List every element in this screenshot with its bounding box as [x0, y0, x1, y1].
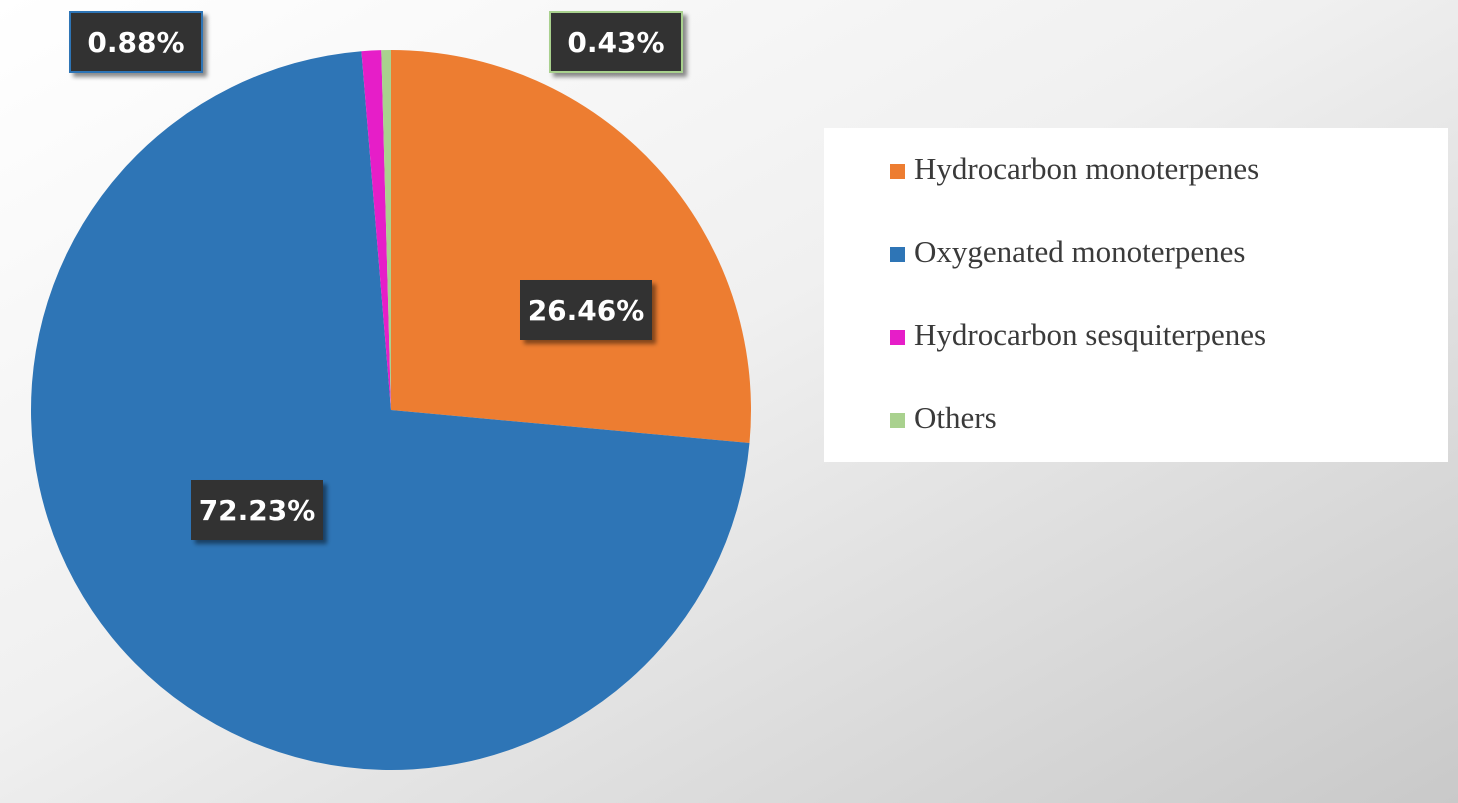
legend-marker: [890, 247, 905, 262]
legend: Hydrocarbon monoterpenes Oxygenated monot…: [890, 151, 1266, 435]
legend-marker: [890, 413, 905, 428]
legend-label: Others: [914, 400, 997, 435]
data-label: 0.43%: [549, 11, 683, 73]
data-label-text: 0.88%: [87, 26, 184, 59]
data-label-box: [549, 11, 683, 73]
slice: [361, 50, 391, 411]
legend-label: Hydrocarbon sesquiterpenes: [914, 317, 1266, 352]
slice: [381, 50, 391, 410]
legend-marker: [890, 164, 905, 179]
data-label: 0.88%: [69, 11, 203, 73]
data-label-text: 72.23%: [199, 494, 316, 527]
data-label-box: [191, 480, 323, 540]
legend-box: [824, 128, 1448, 462]
data-label-text: 26.46%: [528, 294, 645, 327]
slice: [31, 51, 750, 770]
legend-marker: [890, 330, 905, 345]
data-label: 72.23%: [191, 480, 323, 540]
slice: [391, 50, 751, 443]
legend-label: Hydrocarbon monoterpenes: [914, 151, 1259, 186]
data-label-text: 0.43%: [567, 26, 664, 59]
data-label-box: [520, 280, 652, 340]
data-labels: 26.46% 72.23% 0.88% 0.43%: [69, 11, 683, 540]
data-label-box: [69, 11, 203, 73]
legend-label: Oxygenated monoterpenes: [914, 234, 1245, 269]
data-label: 26.46%: [520, 280, 652, 340]
pie: [31, 50, 751, 770]
